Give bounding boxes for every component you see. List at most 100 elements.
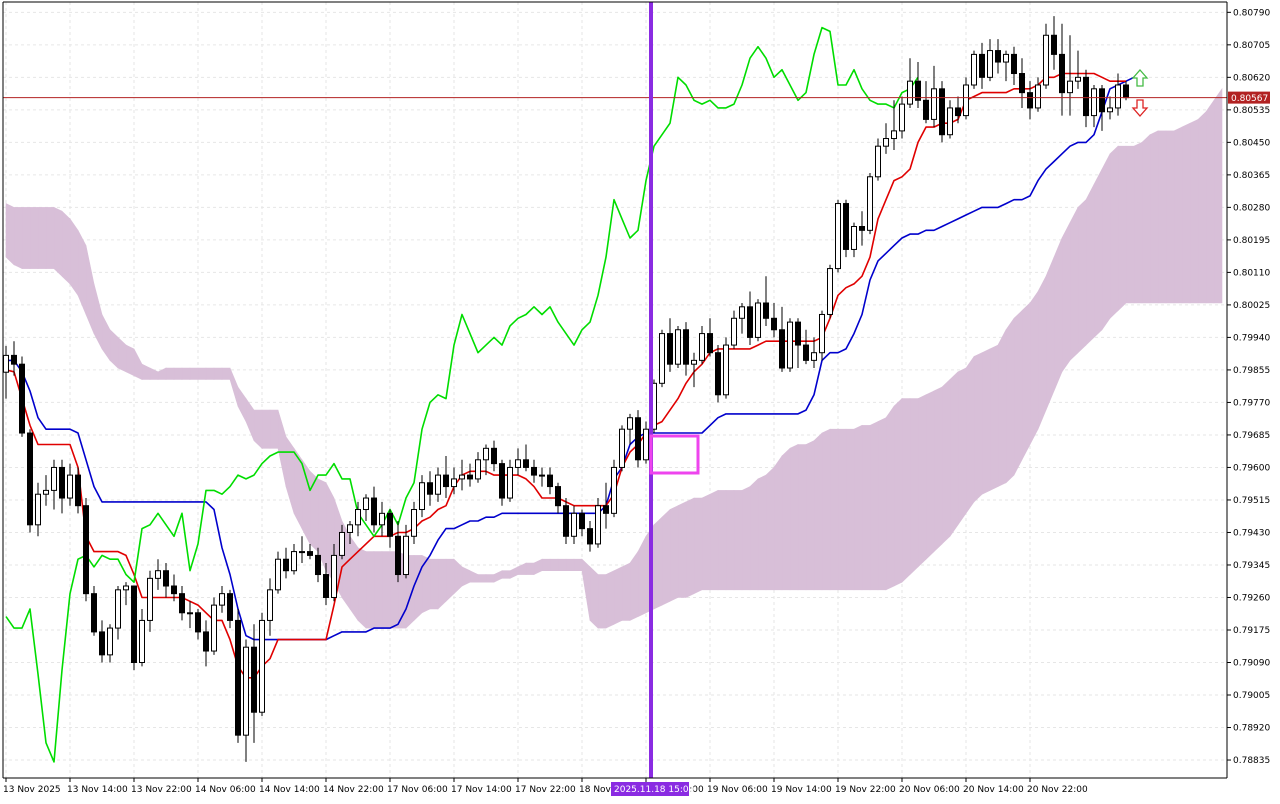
candle-bull [987, 50, 993, 78]
axes: 0.80790 0.80705 0.80620 0.80535 0.80450 0.803… [2, 1, 1270, 796]
y-tick-label: 0.79940 [1233, 333, 1270, 343]
candle-bull [107, 627, 113, 656]
candle-bull [659, 333, 665, 384]
candle-bull [155, 570, 161, 579]
candle-bear [283, 558, 289, 572]
candle-bear [763, 302, 769, 319]
candle-bull [403, 535, 409, 576]
cloud-segment-bear [965, 355, 975, 515]
candle-bull [875, 145, 881, 178]
candle-bear [195, 612, 201, 633]
cloud-segment-bear [677, 501, 687, 598]
candle-bear [915, 80, 921, 101]
y-tick-label: 0.80450 [1233, 138, 1270, 148]
candle-bear [315, 554, 321, 576]
cloud-segment-bear [1053, 237, 1063, 392]
candle-bear [251, 646, 257, 713]
candle-bear [923, 99, 929, 120]
current-price-badge [1228, 91, 1270, 104]
cloud-segment-bear [229, 367, 239, 407]
cloud-segment-bear [805, 440, 815, 591]
cloud-segment-bear [909, 398, 919, 576]
cloud-segment-bear [245, 397, 255, 441]
cloud-segment-bear [1037, 276, 1047, 430]
candle-bear [547, 474, 553, 488]
cloud-segment-bear [141, 363, 151, 380]
cloud-segment-bear [13, 207, 23, 270]
x-tick-label: 18 Nov [579, 785, 612, 795]
cloud-segment-bear [997, 329, 1007, 488]
candle-bull [451, 478, 457, 488]
candle-bull [963, 84, 969, 117]
cloud-segment-bear [669, 505, 679, 602]
cloud-segment-bear [1181, 122, 1191, 304]
cloud-segment-bear [653, 516, 663, 610]
cloud-segment-bear [1165, 130, 1175, 304]
candle-bull [435, 474, 441, 495]
candle-bull [835, 203, 841, 270]
x-tick-label: 13 Nov 22:00 [131, 785, 192, 795]
cloud-segment-bear [357, 547, 367, 629]
candle-bear [467, 474, 473, 480]
cloud-segment-bear [597, 574, 607, 629]
candle-bull [3, 354, 9, 373]
cloud-segment-bear [845, 428, 855, 591]
cloud-segment-bear [29, 207, 39, 269]
candle-bull [595, 505, 601, 545]
y-tick-label: 0.79175 [1233, 626, 1270, 636]
cloud-segment-bear [429, 558, 439, 610]
x-tick-label: 13 Nov 14:00 [67, 785, 128, 795]
candle-bear [27, 432, 33, 526]
candle-bear [179, 593, 185, 614]
candle-bear [1123, 84, 1129, 99]
candle-bull [971, 53, 977, 86]
candle-bull [355, 509, 361, 526]
candle-bull [147, 577, 153, 621]
candle-bear [171, 585, 177, 595]
y-tick-label: 0.80535 [1233, 106, 1270, 116]
cloud-segment-bear [821, 428, 831, 591]
candle-bear [667, 333, 673, 365]
cloud-segment-bear [1173, 126, 1183, 304]
candlesticks [3, 16, 1129, 762]
y-tick-label: 0.79600 [1233, 463, 1270, 473]
x-tick-label: 19 Nov 06:00 [707, 785, 768, 795]
cloud-segment-bear [1029, 290, 1039, 445]
cloud-segment-bear [861, 425, 871, 591]
cloud-segment-bear [189, 367, 199, 380]
current-price-label: 0.80567 [1231, 94, 1268, 104]
cloud-segment-bear [1069, 207, 1079, 362]
x-tick-label: 17 Nov 14:00 [451, 785, 512, 795]
candle-bull [571, 512, 577, 537]
candle-bull [347, 524, 353, 533]
candle-bear [939, 88, 945, 136]
cloud-segment-bear [605, 570, 615, 629]
candle-bear [491, 447, 497, 465]
cloud-segment-bear [477, 574, 487, 583]
candle-bear [19, 363, 25, 434]
candle-bull [51, 466, 57, 491]
y-tick-label: 0.79090 [1233, 658, 1270, 668]
cloud-segment-bear [837, 428, 847, 591]
cloud-segment-bear [797, 444, 807, 591]
arrow-down-icon [1131, 99, 1149, 117]
cloud-segment-bear [869, 421, 879, 591]
y-tick-label: 0.80280 [1233, 203, 1270, 213]
candle-bear [1019, 73, 1025, 94]
cloud-segment-bear [269, 409, 279, 449]
cloud-segment-bear [133, 348, 143, 380]
cloud-segment-bear [69, 217, 79, 297]
cloud-segment-bear [85, 245, 95, 334]
cloud-segment-bear [853, 424, 863, 591]
candle-bull [211, 604, 217, 652]
candle-bull [851, 226, 857, 250]
cloud-segment-bear [1133, 141, 1143, 304]
x-tick-label: 14 Nov 06:00 [195, 785, 256, 795]
candle-bull [899, 103, 905, 132]
cloud-segment-bear [917, 394, 927, 568]
candle-bear [707, 333, 713, 354]
candle-bear [859, 226, 865, 231]
cloud-segment-bear [461, 566, 471, 587]
cloud-segment-bear [957, 367, 967, 526]
candle-bear [563, 505, 569, 537]
